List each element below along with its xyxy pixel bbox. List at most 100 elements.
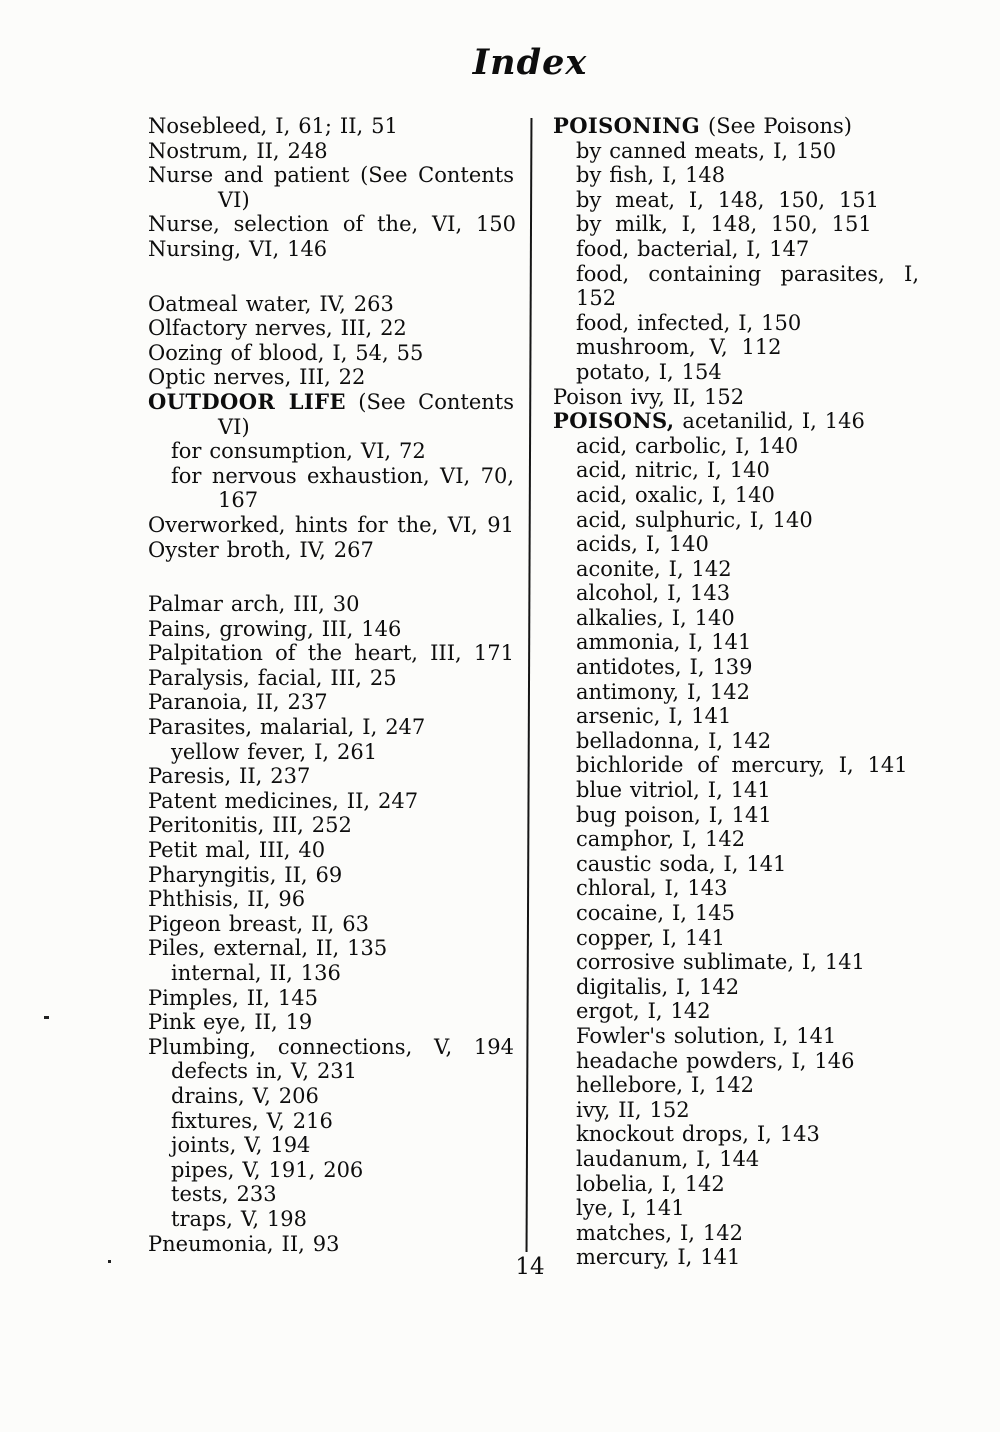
index-entry: digitalis, I, 142 bbox=[576, 974, 740, 999]
index-entry: Pains, growing, III, 146 bbox=[148, 616, 402, 641]
index-entry: laudanum, I, 144 bbox=[576, 1146, 760, 1171]
index-entry: bug poison, I, 141 bbox=[576, 802, 772, 827]
index-entry: by meat, I, 148, 150, 151 bbox=[576, 187, 879, 212]
index-entry: Paranoia, II, 237 bbox=[148, 690, 328, 715]
index-entry: aconite, I, 142 bbox=[576, 556, 732, 581]
index-entry: acid, carbolic, I, 140 bbox=[576, 433, 799, 458]
index-entry: belladonna, I, 142 bbox=[576, 728, 772, 753]
index-entry: Pink eye, II, 19 bbox=[148, 1010, 313, 1035]
index-entry: knockout drops, I, 143 bbox=[576, 1122, 820, 1147]
index-entry: antimony, I, 142 bbox=[576, 679, 750, 704]
index-entry: Nurse, selection of the, VI, 150 bbox=[148, 212, 517, 237]
page-number: 14 bbox=[515, 1254, 545, 1280]
index-entry: Peritonitis, III, 252 bbox=[148, 813, 352, 838]
index-entry: Pimples, II, 145 bbox=[148, 985, 319, 1010]
index-entry: Piles, external, II, 135 bbox=[148, 936, 388, 961]
index-entry: Nursing, VI, 146 bbox=[148, 236, 328, 261]
index-entry: for nervous exhaustion, VI, 70, bbox=[171, 463, 514, 488]
index-entry: ivy, II, 152 bbox=[576, 1097, 690, 1122]
index-entry: traps, V, 198 bbox=[171, 1206, 308, 1231]
index-entry: food, infected, I, 150 bbox=[576, 310, 802, 335]
index-entry: joints, V, 194 bbox=[171, 1133, 311, 1158]
index-entry: Pneumonia, II, 93 bbox=[148, 1231, 340, 1256]
index-entry: 167 bbox=[218, 488, 259, 513]
index-entry: drains, V, 206 bbox=[171, 1083, 319, 1108]
index-entry: potato, I, 154 bbox=[576, 359, 722, 384]
index-entry: Optic nerves, III, 22 bbox=[148, 365, 366, 390]
index-entry: Nurse and patient (See Contents bbox=[148, 163, 514, 188]
index-entry: Fowler's solution, I, 141 bbox=[576, 1023, 837, 1048]
index-entry: Paresis, II, 237 bbox=[148, 764, 311, 789]
index-column-right: POISONING (See Poisons) by canned meats, … bbox=[553, 113, 919, 1270]
index-entry: cocaine, I, 145 bbox=[576, 901, 735, 925]
index-entry: blue vitriol, I, 141 bbox=[576, 778, 771, 803]
page-title: Index bbox=[472, 42, 588, 83]
index-entry: for consumption, VI, 72 bbox=[171, 439, 426, 464]
index-entry: yellow fever, I, 261 bbox=[171, 739, 378, 764]
index-entry: POISONING (See Poisons) bbox=[553, 113, 852, 138]
index-entry-bold-term: POISONS, bbox=[553, 408, 675, 434]
index-entry: Pharyngitis, II, 69 bbox=[148, 862, 343, 887]
index-entry: matches, I, 142 bbox=[576, 1220, 743, 1245]
index-entry: Oozing of blood, I, 54, 55 bbox=[148, 340, 424, 365]
index-entry: copper, I, 141 bbox=[576, 925, 726, 950]
index-entry: bichloride of mercury, I, 141 bbox=[576, 753, 908, 778]
index-entry: Nosebleed, I, 61; II, 51 bbox=[148, 114, 398, 138]
index-entry: mushroom, V, 112 bbox=[576, 335, 782, 360]
index-entry: OUTDOOR LIFE (See Contents bbox=[148, 388, 514, 414]
index-entry: by milk, I, 148, 150, 151 bbox=[576, 212, 872, 237]
index-entry: VI) bbox=[218, 414, 250, 439]
index-entry: Oyster broth, IV, 267 bbox=[148, 537, 374, 562]
index-entry: hellebore, I, 142 bbox=[576, 1073, 754, 1098]
index-entry: alkalies, I, 140 bbox=[576, 605, 735, 630]
scan-artifact-dot bbox=[44, 1016, 49, 1019]
index-entry: corrosive sublimate, I, 141 bbox=[576, 950, 865, 975]
index-entry: headache powders, I, 146 bbox=[576, 1048, 855, 1073]
index-entry: fixtures, V, 216 bbox=[171, 1108, 333, 1133]
entry-group-gap bbox=[148, 262, 514, 292]
column-divider-rule bbox=[525, 118, 533, 1252]
index-entry: pipes, V, 191, 206 bbox=[171, 1157, 364, 1182]
index-entry: lye, I, 141 bbox=[576, 1196, 685, 1221]
index-entry: acid, sulphuric, I, 140 bbox=[576, 507, 813, 532]
index-entry: ammonia, I, 141 bbox=[576, 630, 752, 655]
index-entry: Parasites, malarial, I, 247 bbox=[148, 715, 426, 740]
index-entry: mercury, I, 141 bbox=[576, 1245, 741, 1270]
index-entry: Palmar arch, III, 30 bbox=[148, 592, 360, 617]
index-entry: Poison ivy, II, 152 bbox=[553, 384, 745, 409]
index-entry: food, bacterial, I, 147 bbox=[576, 236, 810, 261]
index-entry: Paralysis, facial, III, 25 bbox=[148, 665, 397, 690]
index-entry: by fish, I, 148 bbox=[576, 163, 726, 188]
index-entry: internal, II, 136 bbox=[171, 961, 341, 985]
index-entry: tests, 233 bbox=[171, 1182, 277, 1207]
index-entry: Olfactory nerves, III, 22 bbox=[148, 316, 407, 341]
index-entry: defects in, V, 231 bbox=[171, 1059, 358, 1084]
entry-group-gap bbox=[148, 562, 514, 592]
index-entry: arsenic, I, 141 bbox=[576, 704, 732, 729]
index-entry-bold-term: POISONING bbox=[553, 113, 701, 138]
scan-artifact-dot bbox=[108, 1260, 111, 1263]
index-entry: VI) bbox=[218, 187, 250, 212]
index-entry: antidotes, I, 139 bbox=[576, 655, 753, 680]
index-entry: Pigeon breast, II, 63 bbox=[148, 911, 369, 936]
index-entry: Petit mal, III, 40 bbox=[148, 838, 326, 863]
index-column-left: Nosebleed, I, 61; II, 51 Nostrum, II, 248… bbox=[148, 114, 517, 1256]
index-entry: Palpitation of the heart, III, 171 bbox=[148, 641, 514, 666]
index-entry: food, containing parasites, I, 152 bbox=[576, 261, 919, 311]
index-entry: by canned meats, I, 150 bbox=[576, 138, 837, 163]
index-entry: Phthisis, II, 96 bbox=[148, 887, 306, 912]
index-entry: Oatmeal water, IV, 263 bbox=[148, 291, 394, 316]
index-entry: Patent medicines, II, 247 bbox=[148, 788, 419, 813]
index-entry: acid, nitric, I, 140 bbox=[576, 458, 770, 483]
index-entry-bold-term: OUTDOOR LIFE bbox=[148, 388, 346, 414]
index-entry: caustic soda, I, 141 bbox=[576, 851, 787, 876]
index-entry: ergot, I, 142 bbox=[576, 999, 711, 1024]
index-entry: Plumbing, connections, V, 194 bbox=[148, 1034, 514, 1059]
index-entry: lobelia, I, 142 bbox=[576, 1171, 725, 1196]
index-entry: POISONS, acetanilid, I, 146 bbox=[553, 408, 865, 434]
index-entry: alcohol, I, 143 bbox=[576, 581, 731, 606]
index-entry: camphor, I, 142 bbox=[576, 827, 746, 852]
index-entry: Nostrum, II, 248 bbox=[148, 138, 328, 163]
index-entry: chloral, I, 143 bbox=[576, 876, 728, 901]
